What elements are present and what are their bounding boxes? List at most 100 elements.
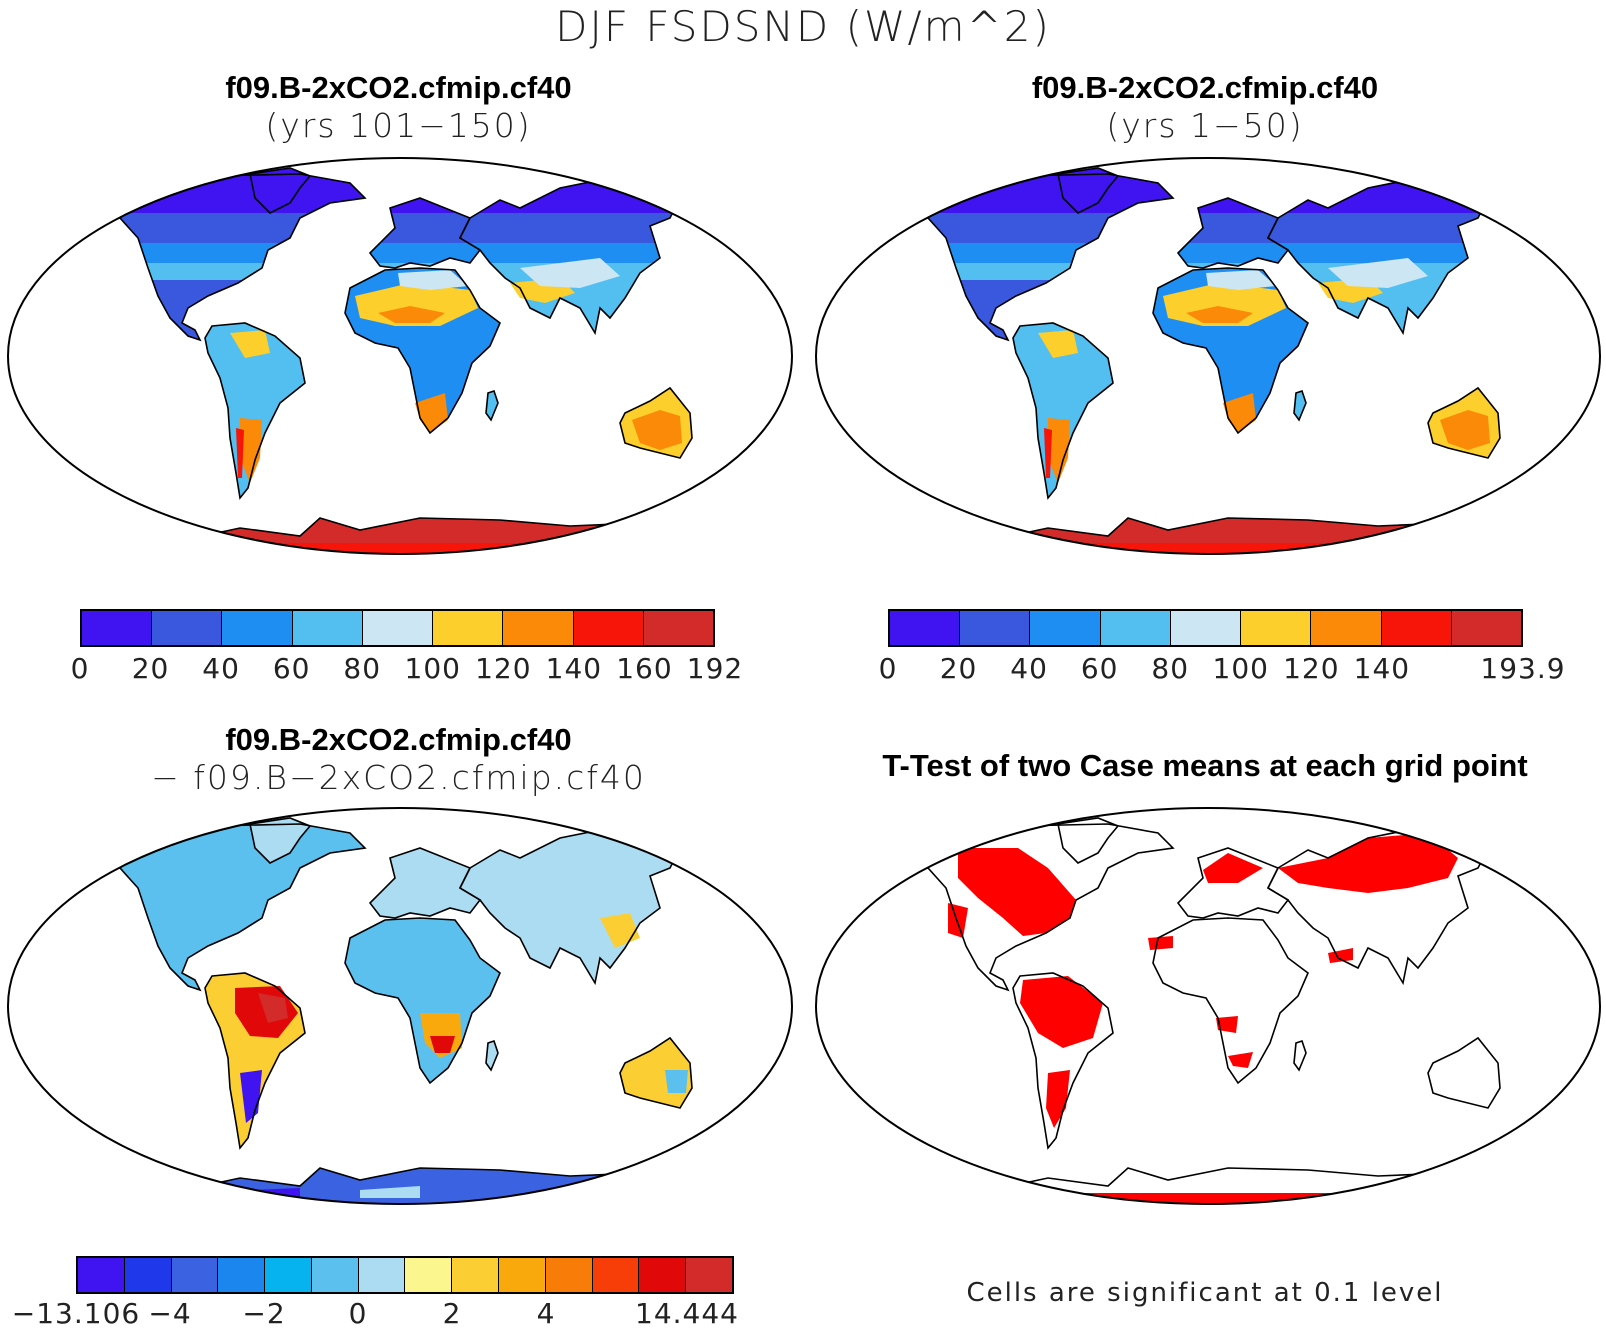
- colorbar-box: [124, 1258, 172, 1292]
- significant-region: [1020, 976, 1103, 1048]
- colorbar-box: [643, 611, 713, 645]
- colorbar-top-left: [80, 609, 715, 647]
- significant-region: [1203, 853, 1263, 883]
- landmass: [250, 818, 310, 863]
- colorbar-box: [1311, 611, 1382, 645]
- colorbar-tick-label: 140: [1353, 652, 1411, 685]
- colorbar-tick-label: −2: [242, 1297, 286, 1330]
- landmass-madagascar: [486, 391, 498, 420]
- colorbar-box: [405, 1258, 453, 1292]
- colorbar-box: [499, 1258, 546, 1292]
- colorbar-tick-label: 40: [202, 652, 240, 685]
- coastline: [976, 517, 1530, 554]
- coastline: [1427, 386, 1501, 459]
- coastline: [619, 386, 693, 459]
- panel-title-line1: f09.B-2xCO2.cfmip.cf40: [225, 70, 572, 105]
- significant-region: [1046, 1070, 1070, 1128]
- coastline: [619, 1036, 693, 1109]
- colorbar-box: [452, 1258, 500, 1292]
- contour-band: [632, 410, 682, 450]
- coastline: [69, 173, 367, 342]
- map-bottom-left: [7, 807, 793, 1205]
- contour-band: [398, 270, 468, 290]
- significant-region: [948, 903, 968, 938]
- coastline: [249, 817, 312, 864]
- panel-title-line1: f09.B-2xCO2.cfmip.cf40: [1031, 70, 1379, 105]
- contour-band: [520, 258, 620, 288]
- landmass: [70, 824, 365, 990]
- colorbar-box: [592, 1258, 640, 1292]
- panel-title-top-right: f09.B-2xCO2.cfmip.cf40 (yrs 1−50): [805, 70, 1605, 145]
- panel-title-bottom-left: f09.B-2xCO2.cfmip.cf40 − f09.B−2xCO2.cfm…: [0, 722, 797, 797]
- colorbar-tick-label: 60: [272, 652, 311, 685]
- panel-title-line1: f09.B-2xCO2.cfmip.cf40: [225, 722, 572, 757]
- significant-region: [1148, 936, 1173, 950]
- colorbar-box: [890, 611, 961, 645]
- colorbar-tick-label: −13.106: [11, 1297, 141, 1330]
- contour-band: [70, 243, 680, 263]
- coastline: [168, 517, 722, 554]
- colorbar-box: [1241, 611, 1312, 645]
- colorbar-box: [433, 611, 504, 645]
- map-frame: [815, 807, 1601, 1205]
- colorbar-box: [1100, 611, 1171, 645]
- colorbar-box: [78, 1258, 125, 1292]
- colorbar-tick-label: 140: [545, 652, 603, 685]
- anomaly-patch: [360, 1186, 420, 1198]
- colorbar-box: [311, 1258, 359, 1292]
- colorbar-tick-label: 100: [1212, 652, 1269, 685]
- colorbar-box: [82, 611, 153, 645]
- map-frame: [815, 157, 1601, 555]
- contour-band: [378, 306, 445, 323]
- colorbar-tick-label: 120: [1283, 652, 1340, 685]
- colorbar-tick-label: 40: [1010, 652, 1048, 685]
- coastline: [1057, 167, 1120, 214]
- map-frame: [7, 807, 793, 1205]
- colorbar-tick-label: 192: [686, 652, 744, 685]
- colorbar-tick-label: 60: [1080, 652, 1119, 685]
- colorbar-tick-label: 0: [348, 1297, 368, 1330]
- panel-title-line2: − f09.B−2xCO2.cfmip.cf40: [151, 758, 646, 797]
- colorbar-box: [573, 611, 644, 645]
- anomaly-patch: [430, 1036, 455, 1053]
- coastline: [485, 389, 499, 422]
- coastline: [877, 823, 1175, 992]
- coastline: [1152, 267, 1309, 435]
- contour-band: [1048, 418, 1070, 483]
- map-top-right: [815, 157, 1601, 555]
- landmass: [1058, 818, 1118, 863]
- colorbar-box: [1170, 611, 1242, 645]
- anomaly-patch: [258, 993, 288, 1023]
- colorbar-box: [265, 1258, 312, 1292]
- colorbar-tick-label: 160: [616, 652, 673, 685]
- map-top-left: [7, 157, 793, 555]
- map-bottom-right: [815, 807, 1601, 1205]
- colorbar-box: [1381, 611, 1452, 645]
- coastline: [69, 823, 367, 992]
- coastline: [368, 847, 482, 919]
- anomaly-patch: [665, 1070, 688, 1093]
- coastline: [1012, 322, 1114, 500]
- colorbar-tick-label: 0: [70, 652, 90, 685]
- colorbar-ticks-top-left: 0 20 40 60 80 100 120 140 160 192: [71, 652, 743, 686]
- landmass: [1428, 1038, 1500, 1108]
- colorbar-tick-label: 80: [1151, 652, 1190, 685]
- contour-band: [878, 243, 1488, 263]
- contour-band: [240, 418, 262, 483]
- coastline: [249, 167, 312, 214]
- coastline: [168, 1167, 722, 1204]
- significant-region: [958, 848, 1076, 936]
- colorbar-box: [358, 1258, 406, 1292]
- coastline: [877, 173, 1175, 342]
- coastline: [976, 1167, 1530, 1204]
- contour-band: [1186, 306, 1253, 323]
- colorbar-box: [1451, 611, 1521, 645]
- panel-title-line2: (yrs 101−150): [265, 106, 532, 145]
- significance-note: Cells are significant at 0.1 level: [966, 1278, 1444, 1308]
- contour-band: [1206, 270, 1276, 290]
- landmass: [1153, 918, 1308, 1083]
- coastline: [1152, 917, 1309, 1085]
- coastline: [1293, 1039, 1307, 1072]
- colorbar-box: [222, 611, 293, 645]
- colorbar-box: [218, 1258, 266, 1292]
